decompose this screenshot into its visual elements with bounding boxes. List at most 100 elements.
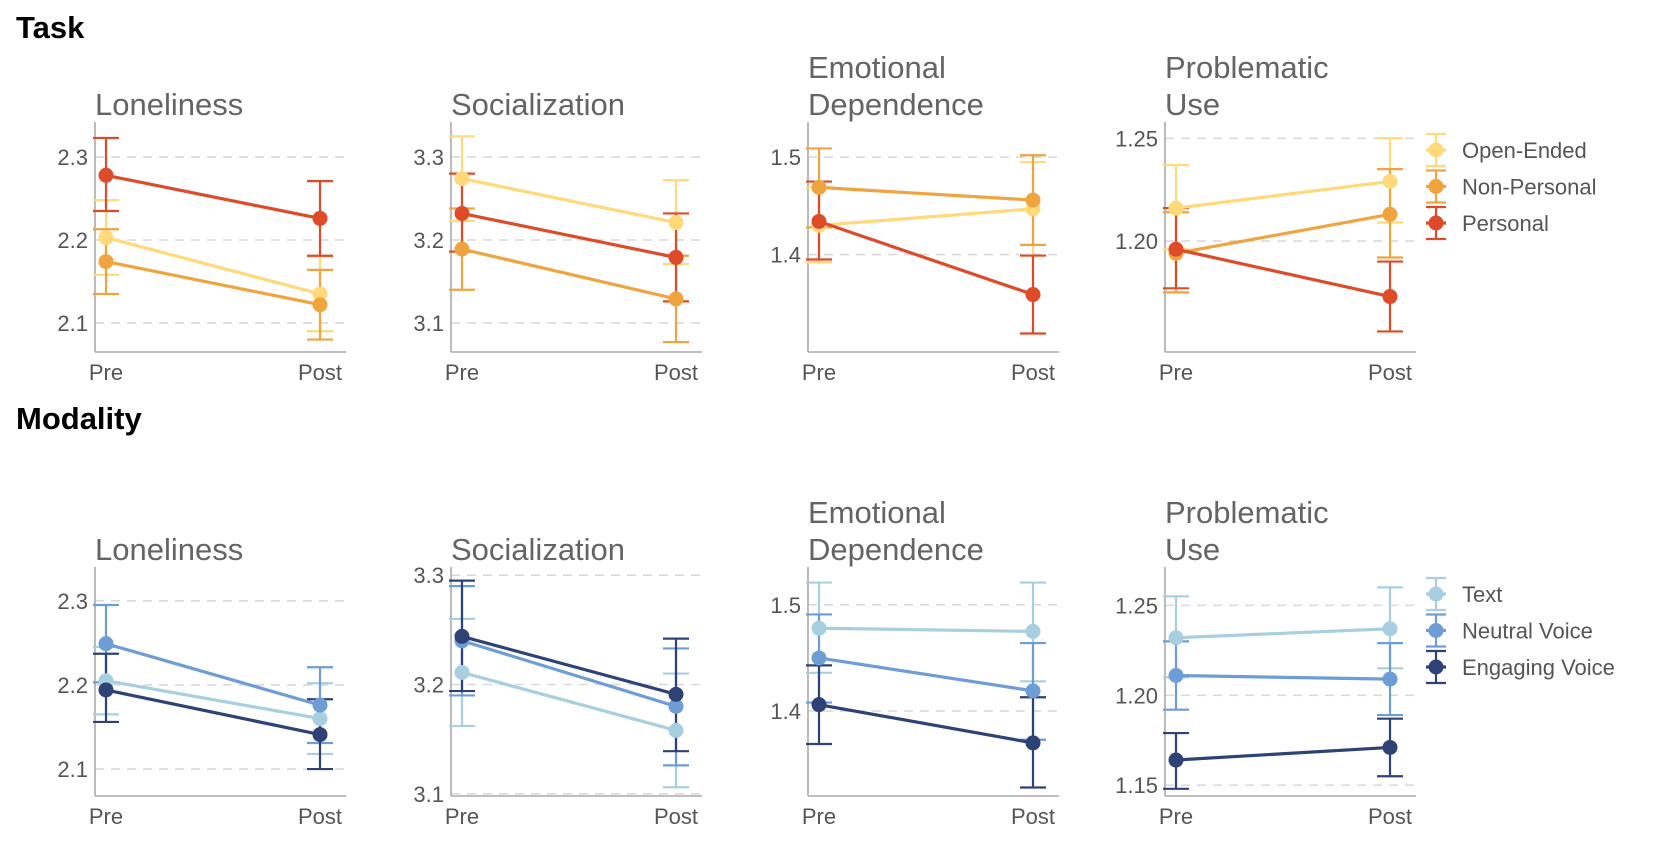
legend-label: Non-Personal xyxy=(1462,175,1597,200)
x-tick-label: Post xyxy=(654,804,698,829)
legend-modality: Text Neutral Voice Engaging Voice xyxy=(1426,576,1615,685)
data-point xyxy=(811,179,827,195)
data-point xyxy=(668,686,684,702)
y-tick-label: 3.1 xyxy=(413,782,444,807)
legend-key-point xyxy=(1428,659,1444,675)
panel-title: Loneliness xyxy=(95,532,243,567)
data-point xyxy=(1382,671,1398,687)
legend-label: Text xyxy=(1462,582,1502,607)
panel-title: Emotional xyxy=(808,495,946,530)
panel-title: Loneliness xyxy=(95,87,243,122)
x-tick-label: Post xyxy=(1368,804,1412,829)
data-point xyxy=(1025,683,1041,699)
data-point xyxy=(1382,206,1398,222)
series-line xyxy=(1175,745,1391,762)
y-tick-label: 3.2 xyxy=(413,673,444,698)
y-tick-label: 2.1 xyxy=(57,311,88,336)
data-point xyxy=(454,171,470,187)
data-point xyxy=(312,697,328,713)
data-point xyxy=(312,210,328,226)
x-tick-label: Post xyxy=(1368,360,1412,385)
data-point xyxy=(1382,739,1398,755)
y-tick-label: 3.3 xyxy=(413,145,444,170)
data-point xyxy=(1025,623,1041,639)
y-tick-label: 1.5 xyxy=(770,145,801,170)
data-point xyxy=(454,205,470,221)
data-point xyxy=(312,711,328,727)
data-point xyxy=(1025,192,1041,208)
data-point xyxy=(454,664,470,680)
panel-title: Dependence xyxy=(808,87,984,122)
chart-panel: Loneliness 2.1 2.2 2.3 Pre Post xyxy=(57,87,346,385)
x-tick-label: Post xyxy=(298,804,342,829)
data-point xyxy=(454,628,470,644)
data-point xyxy=(811,213,827,229)
x-tick-label: Post xyxy=(654,360,698,385)
series-line xyxy=(461,177,677,225)
chart-panel: Socialization 3.1 3.2 3.3 Pre Post xyxy=(413,532,702,829)
y-tick-label: 3.2 xyxy=(413,228,444,253)
legend-label: Personal xyxy=(1462,211,1549,236)
series-line xyxy=(818,219,1034,297)
y-tick-label: 2.2 xyxy=(57,673,88,698)
legend-label: Open-Ended xyxy=(1462,138,1587,163)
panel-title: Emotional xyxy=(808,50,946,85)
y-tick-label: 1.20 xyxy=(1115,229,1158,254)
data-point xyxy=(668,215,684,231)
x-tick-label: Pre xyxy=(802,360,836,385)
y-tick-label: 1.4 xyxy=(770,243,801,268)
panel-title: Socialization xyxy=(451,87,625,122)
data-point xyxy=(98,230,114,246)
data-point xyxy=(1168,668,1184,684)
data-point xyxy=(1168,630,1184,646)
data-point xyxy=(668,722,684,738)
data-point xyxy=(1382,173,1398,189)
data-point xyxy=(1382,621,1398,637)
data-point xyxy=(454,241,470,257)
y-tick-label: 2.3 xyxy=(57,589,88,614)
series-line xyxy=(818,185,1034,202)
panel-title: Use xyxy=(1165,532,1220,567)
series-line xyxy=(1175,627,1391,640)
section-title-modality: Modality xyxy=(16,401,142,436)
y-tick-label: 2.3 xyxy=(57,145,88,170)
data-point xyxy=(668,291,684,307)
legend-key-point xyxy=(1428,142,1444,158)
series-line xyxy=(818,207,1034,227)
x-tick-label: Pre xyxy=(445,804,479,829)
y-tick-label: 1.15 xyxy=(1115,773,1158,798)
series-line xyxy=(818,703,1034,745)
series-line xyxy=(818,626,1034,634)
data-point xyxy=(668,698,684,714)
legend-task: Open-Ended Non-Personal Personal xyxy=(1426,132,1597,241)
series-line xyxy=(461,634,677,696)
legend-label: Engaging Voice xyxy=(1462,655,1615,680)
data-point xyxy=(1168,200,1184,216)
chart-panel: Loneliness 2.1 2.2 2.3 Pre Post xyxy=(57,532,346,829)
data-point xyxy=(668,249,684,265)
data-point xyxy=(811,697,827,713)
legend-key-point xyxy=(1428,586,1444,602)
x-tick-label: Post xyxy=(298,360,342,385)
panel-title: Problematic xyxy=(1165,495,1329,530)
data-point xyxy=(811,620,827,636)
legend-key-point xyxy=(1428,215,1444,231)
data-point xyxy=(312,297,328,313)
data-point xyxy=(1168,241,1184,257)
panel-title: Use xyxy=(1165,87,1220,122)
y-tick-label: 3.1 xyxy=(413,311,444,336)
series-line xyxy=(1175,179,1391,210)
x-tick-label: Pre xyxy=(802,804,836,829)
data-point xyxy=(1025,287,1041,303)
legend-key-point xyxy=(1428,623,1444,638)
data-point xyxy=(312,727,328,743)
y-tick-label: 1.4 xyxy=(770,699,801,724)
series-line xyxy=(105,679,321,721)
x-tick-label: Post xyxy=(1011,804,1055,829)
series-line xyxy=(461,247,677,301)
series-line xyxy=(105,642,321,707)
legend-key-point xyxy=(1428,179,1444,194)
